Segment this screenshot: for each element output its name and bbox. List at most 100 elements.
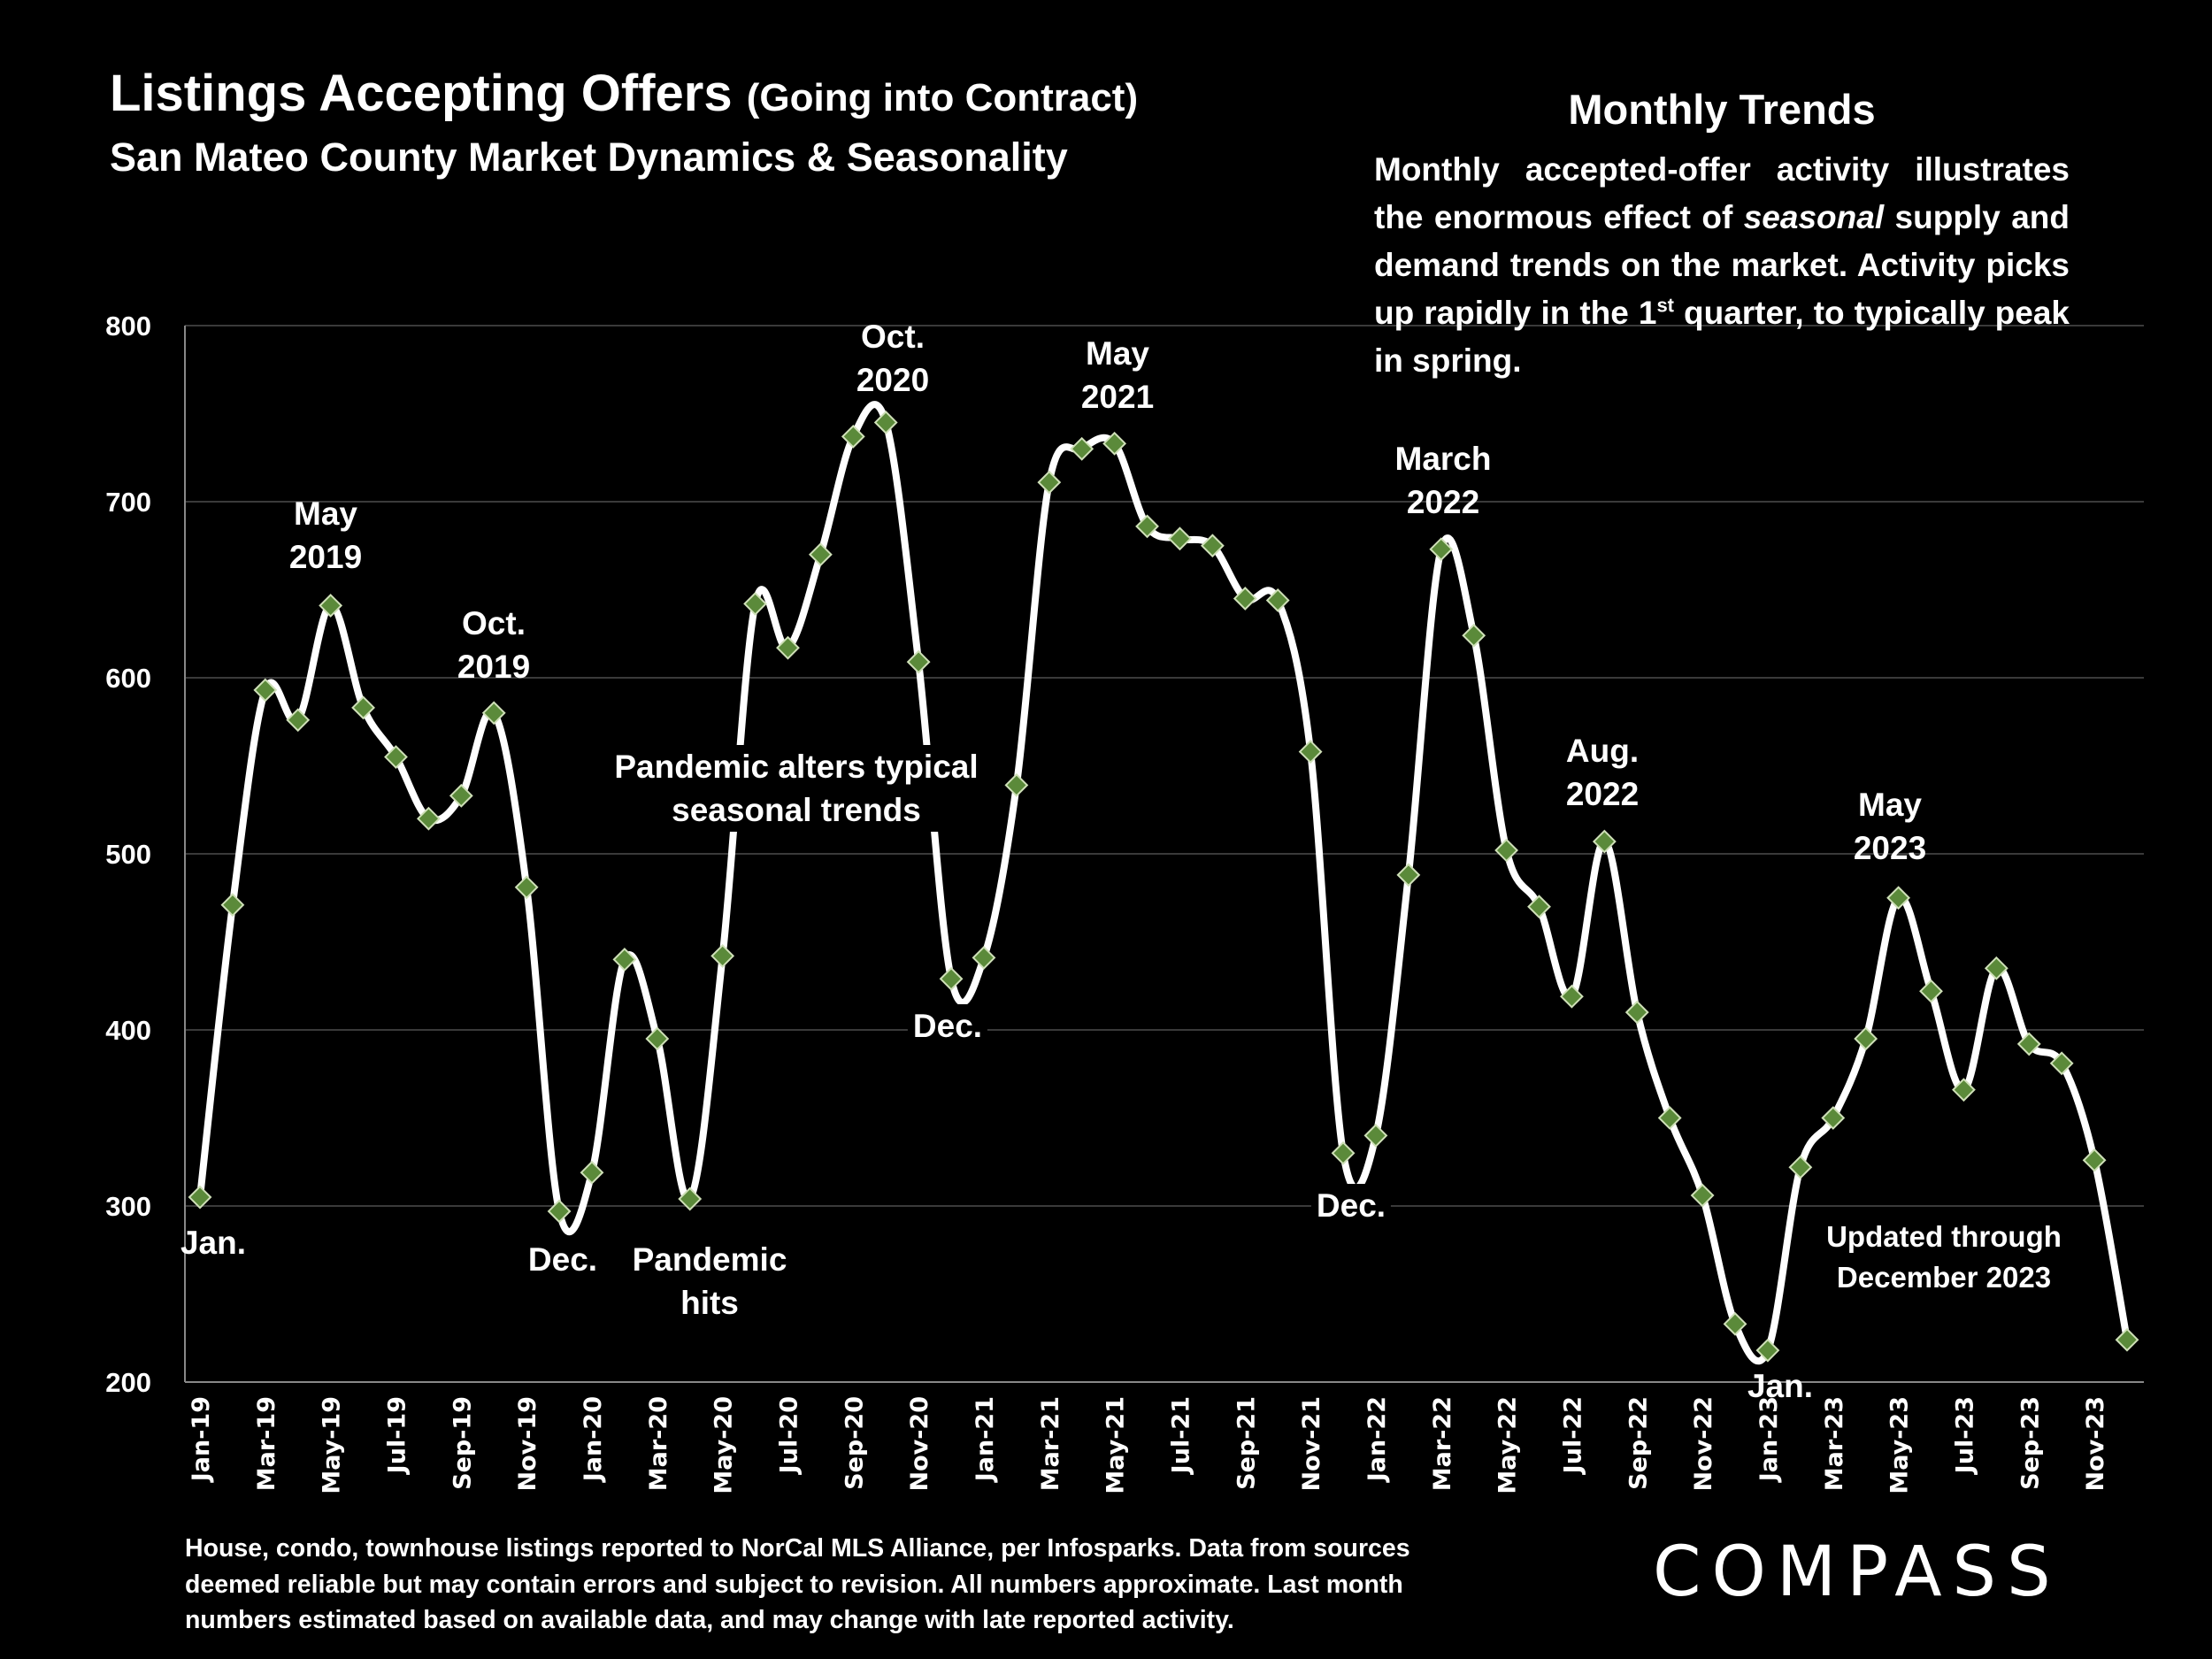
data-point-marker — [1070, 436, 1094, 461]
data-point-marker — [1462, 623, 1486, 648]
x-tick-label: May-23 — [1886, 1396, 1914, 1494]
data-point-marker — [972, 945, 996, 970]
data-point-marker — [547, 1199, 572, 1224]
data-point-marker — [1886, 886, 1911, 910]
x-tick-label: May-21 — [1102, 1396, 1130, 1494]
x-tick-label: Sep-22 — [1624, 1396, 1652, 1490]
data-point-marker — [906, 649, 931, 674]
data-point-marker — [808, 542, 833, 567]
annotation-march-2022: March 2022 — [1394, 441, 1492, 520]
x-tick-label: Sep-23 — [2016, 1396, 2044, 1490]
annotation-oct-2020: Oct. 2020 — [856, 319, 930, 398]
data-point-marker — [1755, 1338, 1780, 1363]
chart-title: Listings Accepting Offers (Going into Co… — [110, 64, 1138, 123]
data-point-marker — [2049, 1051, 2074, 1076]
data-point-marker — [1233, 587, 1257, 611]
data-point-marker — [1298, 740, 1323, 764]
x-tick-label: Nov-22 — [1690, 1396, 1717, 1492]
y-tick-label: 600 — [105, 663, 151, 694]
annotation-pandemic-alters: Pandemic alters typical seasonal trends — [609, 745, 984, 832]
annotation-jan-2019: Jan. — [180, 1225, 247, 1261]
x-tick-label: Jul-19 — [383, 1396, 411, 1475]
chart-subtitle: San Mateo County Market Dynamics & Seaso… — [110, 134, 1068, 180]
annotation-oct-2019: Oct. 2019 — [457, 605, 531, 685]
data-point-marker — [710, 944, 735, 968]
data-point-marker — [1331, 1141, 1356, 1165]
data-point-marker — [776, 635, 800, 660]
data-point-marker — [1527, 895, 1551, 919]
x-tick-label: Jan-23 — [1755, 1396, 1783, 1483]
data-point-marker — [612, 947, 637, 972]
annotation-pandemic-hits: Pandemic hits — [632, 1241, 787, 1321]
y-tick-label: 400 — [105, 1015, 151, 1046]
x-tick-label: Mar-19 — [253, 1396, 280, 1491]
annotation-dec-2021: Dec. — [1310, 1184, 1392, 1227]
data-point-marker — [1984, 956, 2008, 980]
data-point-marker — [645, 1026, 670, 1051]
annotation-may-2019: May 2019 — [288, 495, 363, 575]
x-tick-label: Jul-21 — [1167, 1396, 1194, 1475]
data-point-marker — [1429, 537, 1454, 562]
title-paren: (Going into Contract) — [746, 76, 1139, 119]
x-tick-label: Jan-20 — [580, 1396, 607, 1483]
data-point-marker — [449, 783, 473, 808]
x-tick-label: Sep-20 — [841, 1396, 868, 1490]
compass-logo: COMPASS — [1653, 1532, 2062, 1612]
annotation-dec-2019: Dec. — [527, 1241, 598, 1278]
title-main: Listings Accepting Offers — [110, 65, 733, 122]
data-point-marker — [678, 1187, 703, 1211]
data-point-marker — [580, 1160, 604, 1185]
annotation-may-2023: May 2023 — [1853, 787, 1927, 866]
data-point-marker — [1494, 838, 1519, 863]
data-point-marker — [1788, 1155, 1813, 1179]
data-point-marker — [873, 411, 898, 434]
x-tick-label: Mar-21 — [1037, 1396, 1064, 1491]
data-point-marker — [1004, 772, 1029, 797]
data-point-marker — [384, 745, 408, 769]
x-tick-label: Sep-19 — [449, 1396, 476, 1490]
x-tick-label: Jul-23 — [1951, 1396, 1978, 1475]
trends-text: Monthly accepted-offer activity illustra… — [1374, 151, 2070, 379]
y-tick-label: 700 — [105, 487, 151, 518]
y-tick-label: 300 — [105, 1191, 151, 1222]
x-tick-label: Mar-23 — [1821, 1396, 1848, 1491]
data-point-marker — [939, 966, 964, 991]
annotation-updated-through: Updated through December 2023 — [1826, 1220, 2062, 1294]
data-point-marker — [351, 695, 375, 720]
data-point-marker — [319, 593, 343, 618]
data-point-marker — [286, 708, 311, 733]
data-point-marker — [841, 424, 865, 449]
data-point-marker — [1363, 1123, 1388, 1148]
x-tick-label: Nov-20 — [906, 1396, 933, 1492]
data-point-marker — [416, 806, 441, 831]
x-tick-label: May-19 — [319, 1396, 346, 1494]
data-point-marker — [1624, 1000, 1649, 1025]
annotation-dec-2020: Dec. — [907, 1004, 988, 1048]
data-point-marker — [220, 893, 245, 918]
data-point-marker — [1821, 1106, 1846, 1130]
x-tick-label: Sep-21 — [1233, 1396, 1260, 1490]
annotation-aug-2022: Aug. 2022 — [1565, 733, 1640, 812]
x-tick-label: Jan-21 — [972, 1396, 999, 1483]
x-tick-label: Mar-22 — [1429, 1396, 1456, 1491]
data-point-marker — [1135, 514, 1159, 539]
data-point-marker — [1102, 431, 1127, 456]
footnote: House, condo, townhouse listings reporte… — [185, 1534, 1410, 1634]
data-point-marker — [743, 592, 767, 616]
data-point-marker — [2016, 1032, 2041, 1056]
x-tick-label: Nov-23 — [2082, 1396, 2109, 1492]
x-tick-label: Nov-21 — [1298, 1396, 1325, 1492]
x-tick-label: Nov-19 — [514, 1396, 541, 1492]
data-point-marker — [1168, 526, 1192, 551]
annotation-jan-2023: Jan. — [1747, 1368, 1814, 1404]
data-point-marker — [1952, 1078, 1976, 1102]
data-point-marker — [1919, 979, 1943, 1003]
data-point-marker — [1560, 984, 1584, 1009]
annotation-may-2021: May 2021 — [1080, 335, 1155, 415]
data-point-marker — [1723, 1311, 1747, 1336]
data-point-marker — [1200, 534, 1225, 558]
data-point-marker — [481, 701, 506, 726]
data-point-marker — [1396, 863, 1421, 887]
x-tick-label: Jul-22 — [1559, 1396, 1586, 1475]
